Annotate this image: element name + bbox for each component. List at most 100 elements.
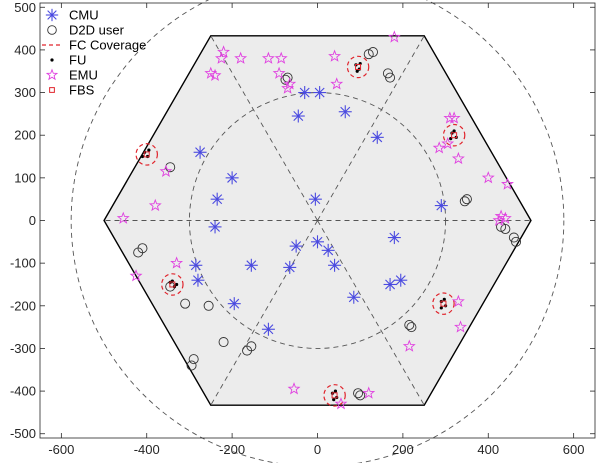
point-fu [147, 148, 151, 152]
point-emu [148, 198, 162, 212]
point-emu [274, 51, 288, 64]
point-d2d-user [368, 47, 379, 58]
point-cmu [308, 192, 322, 206]
point-cmu [291, 109, 305, 123]
point-emu [362, 386, 376, 399]
point-fbs [331, 392, 338, 399]
legend-label-emu: EMU [69, 68, 98, 83]
y-tick-label: 200 [14, 128, 36, 143]
y-tick-label: -500 [10, 426, 36, 441]
y-tick-label: 0 [29, 213, 36, 228]
point-cmu [289, 239, 303, 253]
point-fc-coverage [161, 273, 184, 296]
y-tick-label: -400 [10, 384, 36, 399]
point-emu [214, 51, 228, 64]
point-fu [355, 69, 359, 73]
x-tick-label: -200 [219, 442, 245, 457]
y-tick-label: 300 [14, 85, 36, 100]
point-emu [261, 51, 275, 64]
cell-layer [70, 0, 565, 463]
point-fbs [440, 300, 447, 307]
point-emu [447, 111, 461, 124]
legend-swatch-fu [50, 58, 54, 62]
series-fc-coverage [135, 55, 466, 407]
point-emu [281, 81, 295, 94]
point-emu [208, 68, 222, 81]
point-d2d-user [353, 388, 364, 399]
legend-label-fbs: FBS [69, 83, 95, 98]
point-cmu [210, 192, 224, 206]
point-fu [333, 389, 338, 393]
point-d2d-user [404, 319, 415, 330]
point-cmu [193, 145, 207, 159]
series-d2d-user [133, 47, 522, 401]
point-emu [272, 66, 286, 79]
y-tick-label: -200 [10, 298, 36, 313]
point-cmu [311, 235, 324, 249]
point-d2d-user [218, 337, 229, 348]
point-emu [287, 382, 301, 395]
point-emu [116, 211, 130, 224]
y-tick-label: 400 [14, 42, 36, 57]
point-fu [439, 306, 443, 310]
tick-layer: -600 -400 -200 0 200 400 600 -500 -400 -300 -200 -1… [10, 0, 595, 457]
point-cmu [189, 258, 203, 272]
point-cmu [387, 231, 401, 245]
point-fbs [169, 281, 176, 288]
point-d2d-user [385, 72, 396, 83]
point-emu [159, 164, 173, 177]
point-emu [451, 294, 465, 308]
point-cmu [347, 290, 361, 304]
y-tick-label: 500 [14, 0, 36, 15]
point-fu [140, 154, 145, 159]
point-cmu [261, 322, 275, 336]
point-cmu [328, 258, 342, 272]
point-emu [454, 320, 467, 333]
point-cmu [321, 243, 335, 257]
legend-item-d2d-user: D2D user [47, 23, 125, 38]
point-emu [441, 136, 455, 150]
point-d2d-user [355, 390, 366, 401]
point-emu [217, 45, 231, 58]
legend-label-fc-coverage: FC Coverage [69, 38, 146, 53]
point-emu [443, 111, 457, 124]
inner-circle [188, 92, 447, 349]
legend-swatch-fbs [49, 87, 55, 93]
point-cmu [208, 220, 222, 234]
point-fc-coverage [432, 292, 455, 315]
x-tick-label: 400 [477, 442, 499, 457]
point-fc-coverage [346, 55, 370, 79]
legend-item-fc-coverage: FC Coverage [42, 38, 146, 53]
point-cmu [225, 171, 239, 185]
point-d2d-user [461, 194, 472, 205]
legend-item-fu: FU [50, 53, 86, 68]
series-cmu [189, 86, 448, 336]
y-tick-label: -300 [10, 341, 36, 356]
point-d2d-user [180, 298, 191, 309]
legend-label-fu: FU [69, 53, 86, 68]
point-d2d-user [137, 243, 148, 254]
point-d2d-user [500, 224, 511, 235]
point-emu [387, 30, 401, 43]
point-emu [451, 151, 465, 165]
point-emu [283, 77, 297, 90]
point-cmu [394, 273, 408, 287]
point-d2d-user [459, 196, 470, 207]
legend-label-cmu: CMU [69, 8, 99, 23]
point-fbs [355, 63, 362, 70]
point-cmu [383, 277, 397, 291]
point-emu [432, 141, 446, 154]
point-emu [330, 77, 344, 90]
point-emu [328, 49, 342, 62]
point-emu [501, 177, 514, 190]
legend-swatch-cmu [45, 8, 59, 22]
x-tick-label: -400 [134, 442, 160, 457]
point-cmu [298, 86, 312, 100]
point-cmu [227, 297, 241, 311]
point-d2d-user [242, 345, 253, 356]
point-emu [170, 256, 184, 269]
series-emu [116, 30, 514, 410]
point-fu [452, 129, 456, 133]
